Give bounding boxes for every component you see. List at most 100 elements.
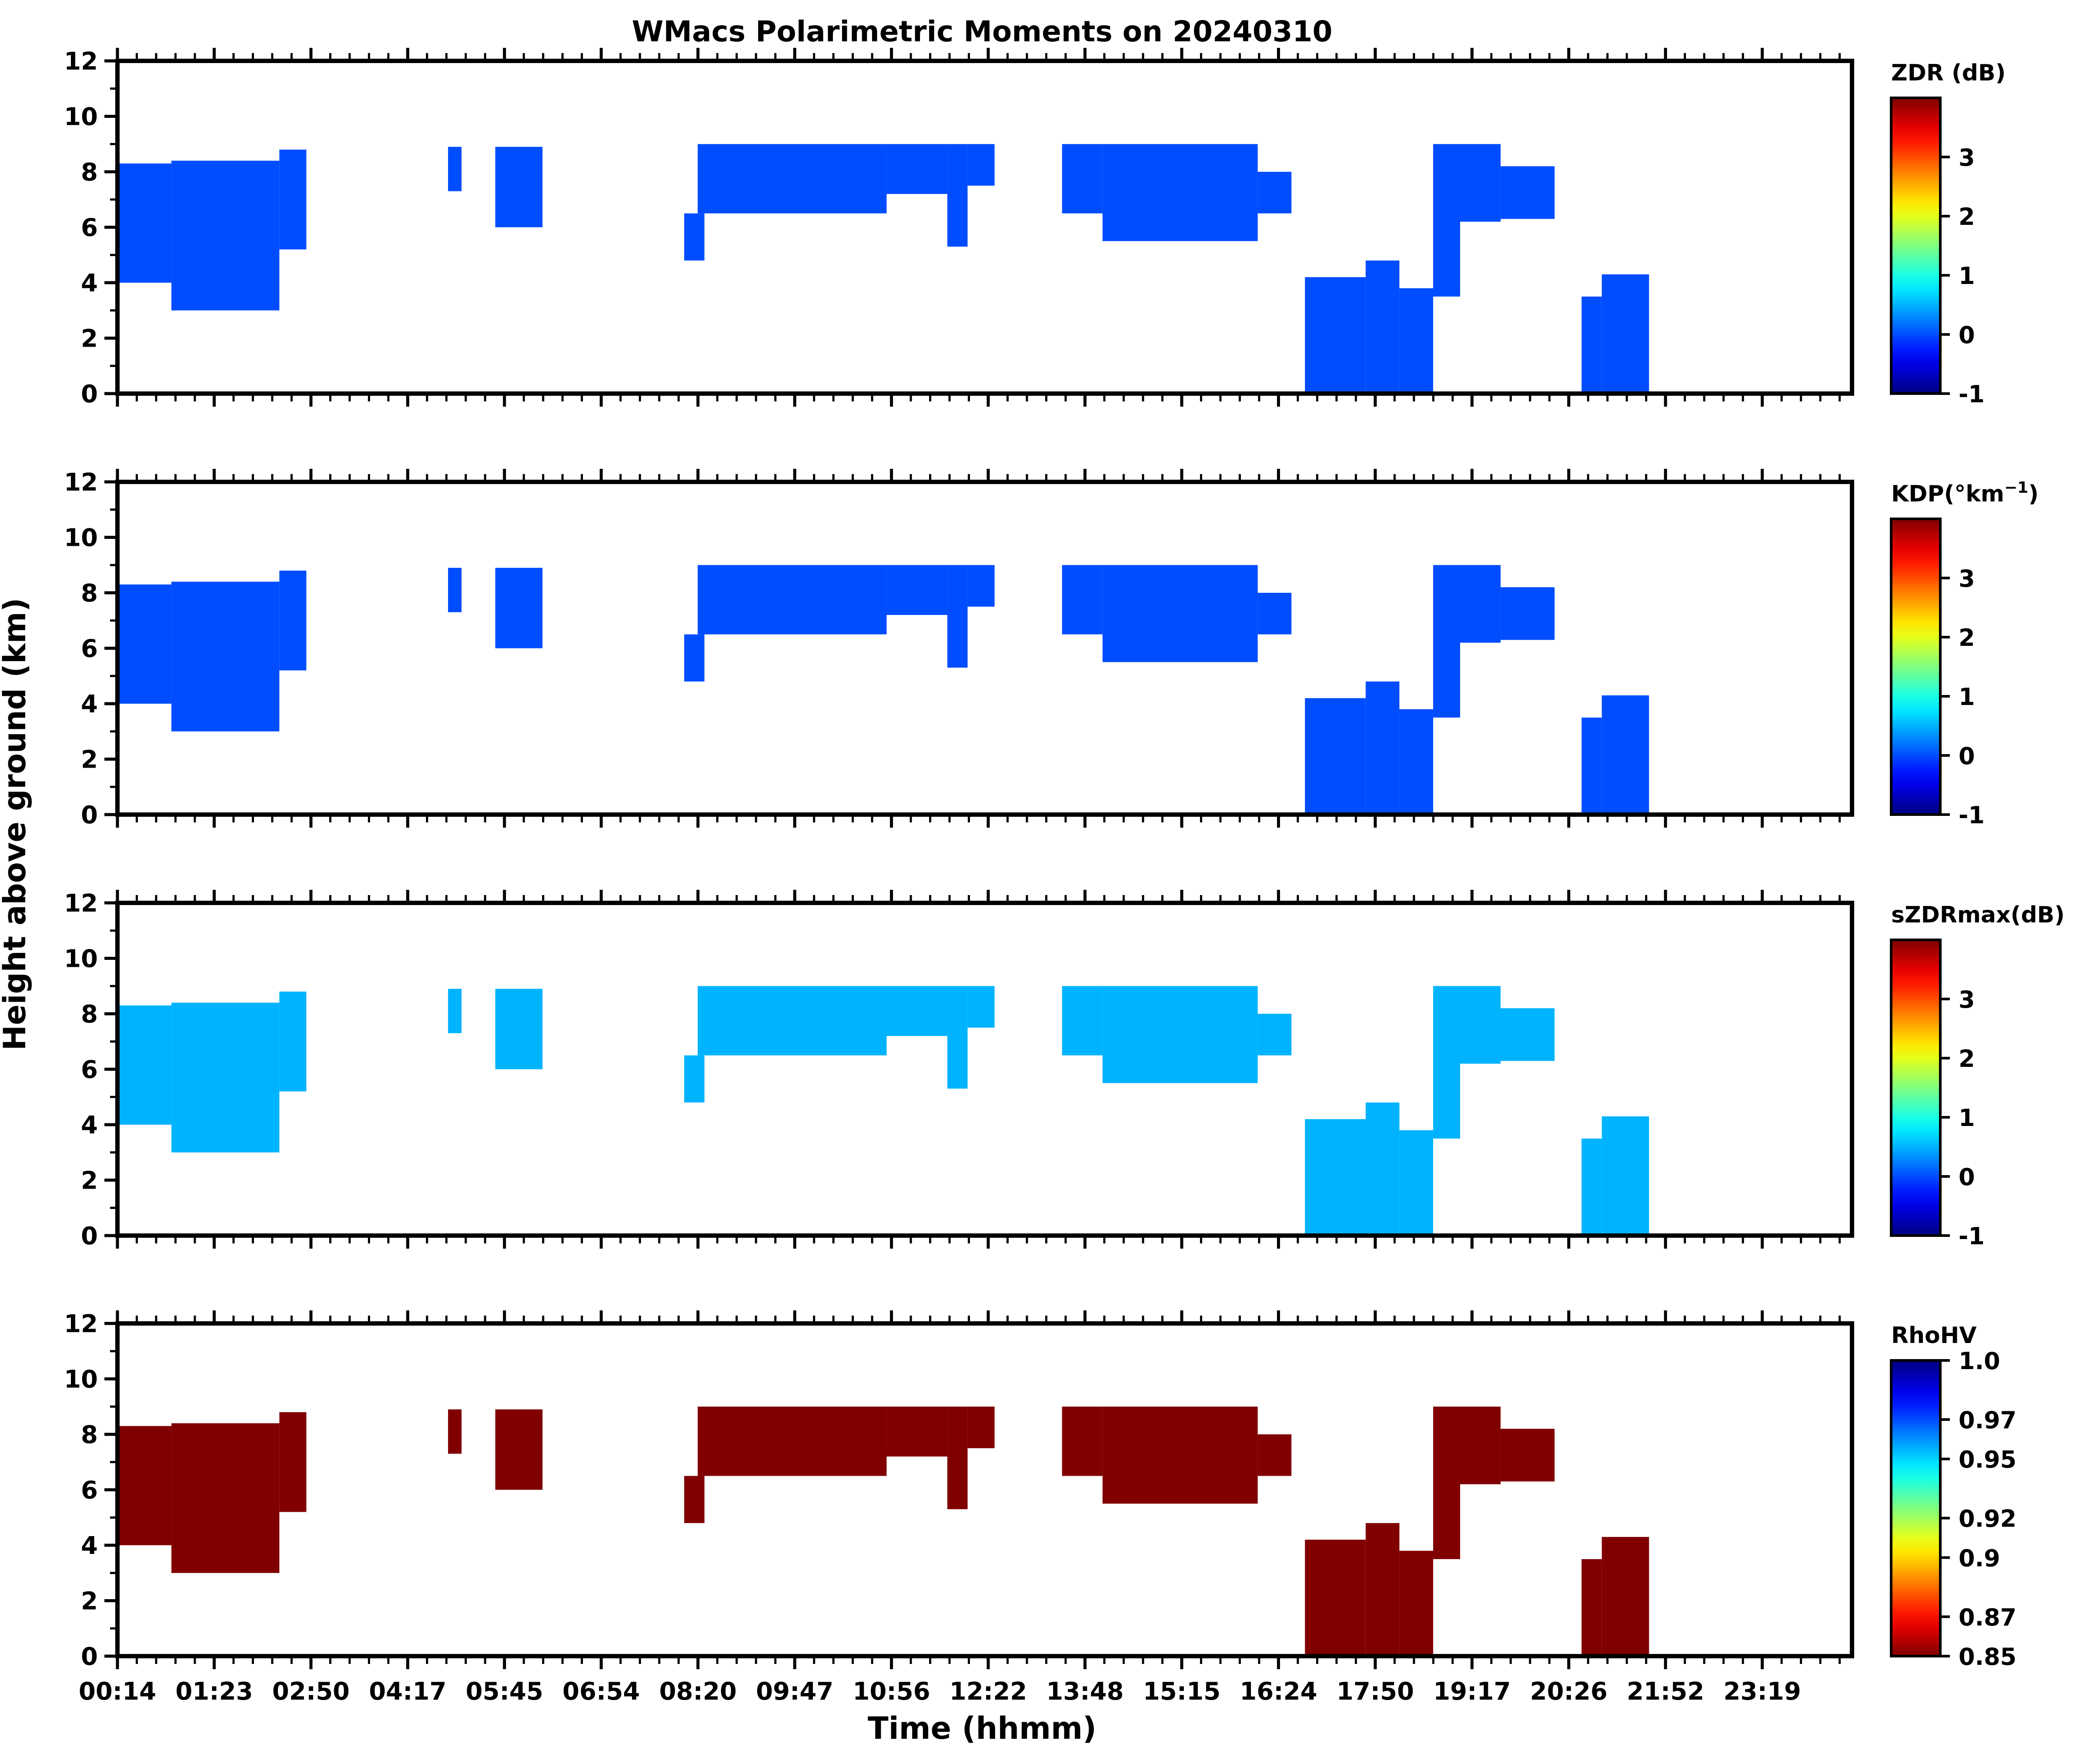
- x-tick-label: 00:14: [79, 1677, 156, 1706]
- echo-region: [886, 565, 948, 615]
- echo-region: [448, 989, 462, 1033]
- y-tick-label: 10: [64, 945, 98, 973]
- echo-region: [279, 992, 307, 1092]
- x-tick-label: 02:50: [272, 1677, 350, 1706]
- colorbar-tick-label: 1: [1959, 683, 1975, 711]
- y-tick-label: 6: [81, 635, 98, 663]
- echo-region: [1399, 1550, 1433, 1656]
- echo-region: [1399, 1130, 1433, 1236]
- panel-rhohv: 0 2 4 6 8 10 12 00:14 01:23 02:50 04:17 05:45 06:54 0…: [64, 1310, 2016, 1706]
- echo-region: [1399, 288, 1433, 394]
- colorbar-label-sup: −1: [2004, 479, 2028, 497]
- y-tick-label: 12: [64, 889, 98, 918]
- colorbar-tick-label: 1.0: [1959, 1347, 2000, 1375]
- echo-region: [1601, 695, 1649, 815]
- echo-region: [1257, 172, 1292, 214]
- colorbar-tick-label: 0.87: [1959, 1604, 2016, 1631]
- echo-region: [967, 144, 995, 186]
- y-tick-label: 8: [81, 158, 98, 187]
- echo-region: [1102, 144, 1258, 241]
- echo-region: [1601, 1537, 1649, 1656]
- echo-region: [495, 989, 543, 1069]
- x-tick-label: 21:52: [1627, 1677, 1704, 1706]
- echo-region: [684, 213, 705, 261]
- colorbar-label: KDP(°km−1): [1891, 479, 2039, 507]
- echo-region: [171, 1002, 280, 1153]
- echo-region: [1581, 717, 1602, 815]
- y-tick-label: 0: [81, 380, 98, 408]
- echo-region: [698, 1407, 887, 1476]
- chart-title: WMacs Polarimetric Moments on 20240310: [632, 15, 1333, 48]
- x-tick-label: 23:19: [1724, 1677, 1801, 1706]
- colorbar-tick-label: 0.9: [1959, 1544, 2000, 1572]
- echo-region: [117, 1426, 172, 1545]
- colorbar-tick-label: -1: [1959, 802, 1985, 829]
- echo-region: [1062, 565, 1103, 635]
- x-tick-label: 08:20: [659, 1677, 737, 1706]
- echo-region: [1433, 986, 1461, 1139]
- echo-region: [698, 986, 887, 1056]
- echo-region: [947, 1407, 968, 1510]
- echo-region: [1581, 296, 1602, 394]
- echo-region: [117, 1005, 172, 1125]
- echo-region: [1460, 144, 1501, 222]
- echo-region: [1305, 1119, 1366, 1236]
- colorbar: [1890, 939, 1942, 1237]
- colorbar: [1890, 97, 1942, 395]
- colorbar-tick-label: 2: [1959, 1045, 1975, 1072]
- echo-region: [1365, 1523, 1400, 1656]
- y-tick-label: 4: [81, 1532, 98, 1560]
- echo-region: [1433, 144, 1461, 297]
- colorbar: [1890, 1359, 1942, 1657]
- colorbar-tick-label: 0: [1959, 1163, 1975, 1191]
- echo-region: [448, 147, 462, 191]
- colorbar: [1890, 518, 1942, 816]
- echo-region: [1257, 1014, 1292, 1056]
- echo-region: [448, 568, 462, 612]
- colorbar-tick-label: -1: [1959, 381, 1985, 408]
- y-tick-label: 0: [81, 801, 98, 829]
- echo-region: [495, 147, 543, 227]
- echo-region: [698, 565, 887, 635]
- echo-region: [1581, 1559, 1602, 1656]
- echo-region: [1601, 274, 1649, 394]
- y-tick-label: 12: [64, 468, 98, 497]
- y-tick-label: 2: [81, 746, 98, 774]
- y-tick-label: 10: [64, 524, 98, 552]
- x-tick-label: 05:45: [466, 1677, 543, 1706]
- colorbar-label: ZDR (dB): [1891, 60, 2006, 86]
- x-tick-label: 19:17: [1433, 1677, 1511, 1706]
- echo-region: [684, 634, 705, 682]
- echo-region: [886, 986, 948, 1036]
- echo-region: [1501, 1429, 1555, 1482]
- colorbar-tick-label: -1: [1959, 1223, 1985, 1250]
- echo-region: [1581, 1138, 1602, 1236]
- echo-region: [1365, 261, 1400, 394]
- echo-region: [886, 144, 948, 194]
- y-tick-label: 0: [81, 1643, 98, 1671]
- echo-region: [967, 565, 995, 607]
- echo-region: [1062, 986, 1103, 1056]
- echo-region: [967, 1407, 995, 1448]
- y-tick-label: 2: [81, 1167, 98, 1195]
- echo-region: [1305, 277, 1366, 394]
- x-tick-label: 20:26: [1530, 1677, 1608, 1706]
- echo-region: [886, 1407, 948, 1457]
- colorbar-tick-label: 0.97: [1959, 1407, 2016, 1434]
- echo-region: [698, 144, 887, 214]
- y-tick-label: 10: [64, 103, 98, 131]
- x-tick-label: 01:23: [175, 1677, 253, 1706]
- y-tick-label: 4: [81, 1111, 98, 1139]
- echo-region: [1257, 593, 1292, 635]
- colorbar-tick-label: 1: [1959, 1104, 1975, 1132]
- echo-region: [1062, 1407, 1103, 1476]
- colorbar-label: sZDRmax(dB): [1891, 902, 2065, 928]
- echo-region: [495, 568, 543, 648]
- colorbar-tick-label: 3: [1959, 144, 1975, 171]
- echo-region: [947, 986, 968, 1089]
- echo-region: [1501, 1008, 1555, 1061]
- echo-region: [1305, 698, 1366, 815]
